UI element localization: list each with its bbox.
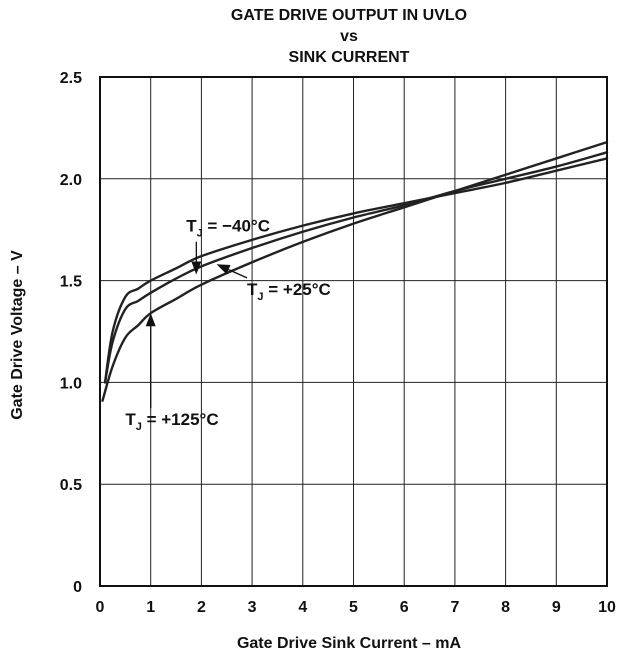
x-tick-label: 10 bbox=[598, 599, 616, 616]
x-tick-label: 2 bbox=[197, 599, 206, 616]
series-lines bbox=[101, 140, 609, 402]
y-tick-label: 2.5 bbox=[60, 70, 82, 87]
title-line-1: GATE DRIVE OUTPUT IN UVLO bbox=[231, 7, 467, 24]
annotation-arrowhead bbox=[216, 264, 231, 275]
y-tick-labels: 0 0.5 1.0 1.5 2.0 2.5 bbox=[60, 70, 82, 596]
x-tick-label: 6 bbox=[400, 599, 409, 616]
annotation-label: TJ = −40°C bbox=[186, 217, 270, 240]
y-axis-label: Gate Drive Voltage – V bbox=[9, 250, 26, 420]
x-tick-label: 1 bbox=[146, 599, 155, 616]
series-annotation-2: TJ = +25°C bbox=[216, 264, 331, 303]
annotation-label: TJ = +125°C bbox=[125, 410, 218, 433]
plot-frame bbox=[99, 76, 608, 587]
x-axis-label: Gate Drive Sink Current – mA bbox=[237, 635, 462, 652]
y-tick-label: 1.5 bbox=[60, 274, 82, 291]
annotation-leader-line bbox=[228, 269, 248, 279]
y-tick-label: 1.0 bbox=[60, 375, 82, 392]
x-tick-label: 8 bbox=[501, 599, 510, 616]
y-tick-label: 0.5 bbox=[60, 477, 82, 494]
chart-title: GATE DRIVE OUTPUT IN UVLO vs SINK CURREN… bbox=[231, 7, 467, 66]
x-tick-label: 0 bbox=[96, 599, 105, 616]
x-tick-label: 7 bbox=[450, 599, 459, 616]
title-line-3: SINK CURRENT bbox=[289, 49, 410, 66]
title-line-2: vs bbox=[340, 28, 358, 45]
series-annotation-3: TJ = +125°C bbox=[125, 313, 219, 433]
annotation-arrowhead bbox=[191, 261, 202, 275]
y-tick-label: 2.0 bbox=[60, 172, 82, 189]
series-annotation-1: TJ = −40°C bbox=[186, 217, 270, 275]
x-tick-labels: 0 1 2 3 4 5 6 7 8 9 10 bbox=[96, 599, 616, 616]
series-line-2 bbox=[103, 151, 609, 384]
series-annotations: TJ = −40°C TJ = +25°C TJ = +125°C bbox=[125, 217, 330, 433]
annotation-label: TJ = +25°C bbox=[247, 280, 331, 303]
x-tick-label: 3 bbox=[248, 599, 257, 616]
x-tick-label: 9 bbox=[552, 599, 561, 616]
y-tick-label: 0 bbox=[73, 579, 82, 596]
x-tick-label: 4 bbox=[298, 599, 307, 616]
annotation-arrowhead bbox=[145, 313, 156, 327]
series-line-1 bbox=[103, 157, 609, 384]
series-line-3 bbox=[101, 140, 609, 402]
grid bbox=[99, 76, 608, 587]
x-tick-label: 5 bbox=[349, 599, 358, 616]
